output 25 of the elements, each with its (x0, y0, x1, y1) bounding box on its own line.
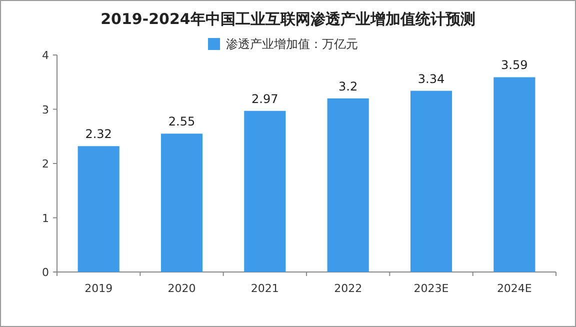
data-label: 2.32 (85, 127, 112, 142)
y-tick-label: 2 (42, 158, 49, 170)
chart-title: 2019-2024年中国工业互联网渗透产业增加值统计预测 (100, 10, 476, 28)
y-tick-label: 3 (42, 103, 49, 116)
bar (494, 77, 536, 272)
bar (78, 146, 120, 272)
x-tick-label: 2019 (84, 282, 113, 295)
data-label: 3.34 (418, 72, 445, 86)
bar (410, 90, 452, 272)
bar (244, 110, 286, 272)
data-label: 2.55 (168, 114, 196, 129)
x-tick-label: 2020 (168, 282, 196, 295)
x-tick-label: 2023E (414, 282, 449, 295)
data-label: 3.2 (338, 79, 358, 94)
data-label: 2.97 (252, 92, 278, 106)
y-tick-label: 0 (42, 266, 49, 279)
x-tick-label: 2022 (334, 282, 362, 295)
y-tick-label: 1 (42, 212, 49, 225)
legend-label: 渗透产业增加值：万亿元 (226, 37, 358, 51)
y-tick-label: 4 (42, 49, 49, 62)
bar (327, 98, 369, 272)
data-label: 3.59 (501, 58, 528, 72)
x-tick-label: 2021 (250, 282, 279, 295)
x-tick-label: 2024E (496, 282, 532, 295)
bar (160, 134, 203, 272)
